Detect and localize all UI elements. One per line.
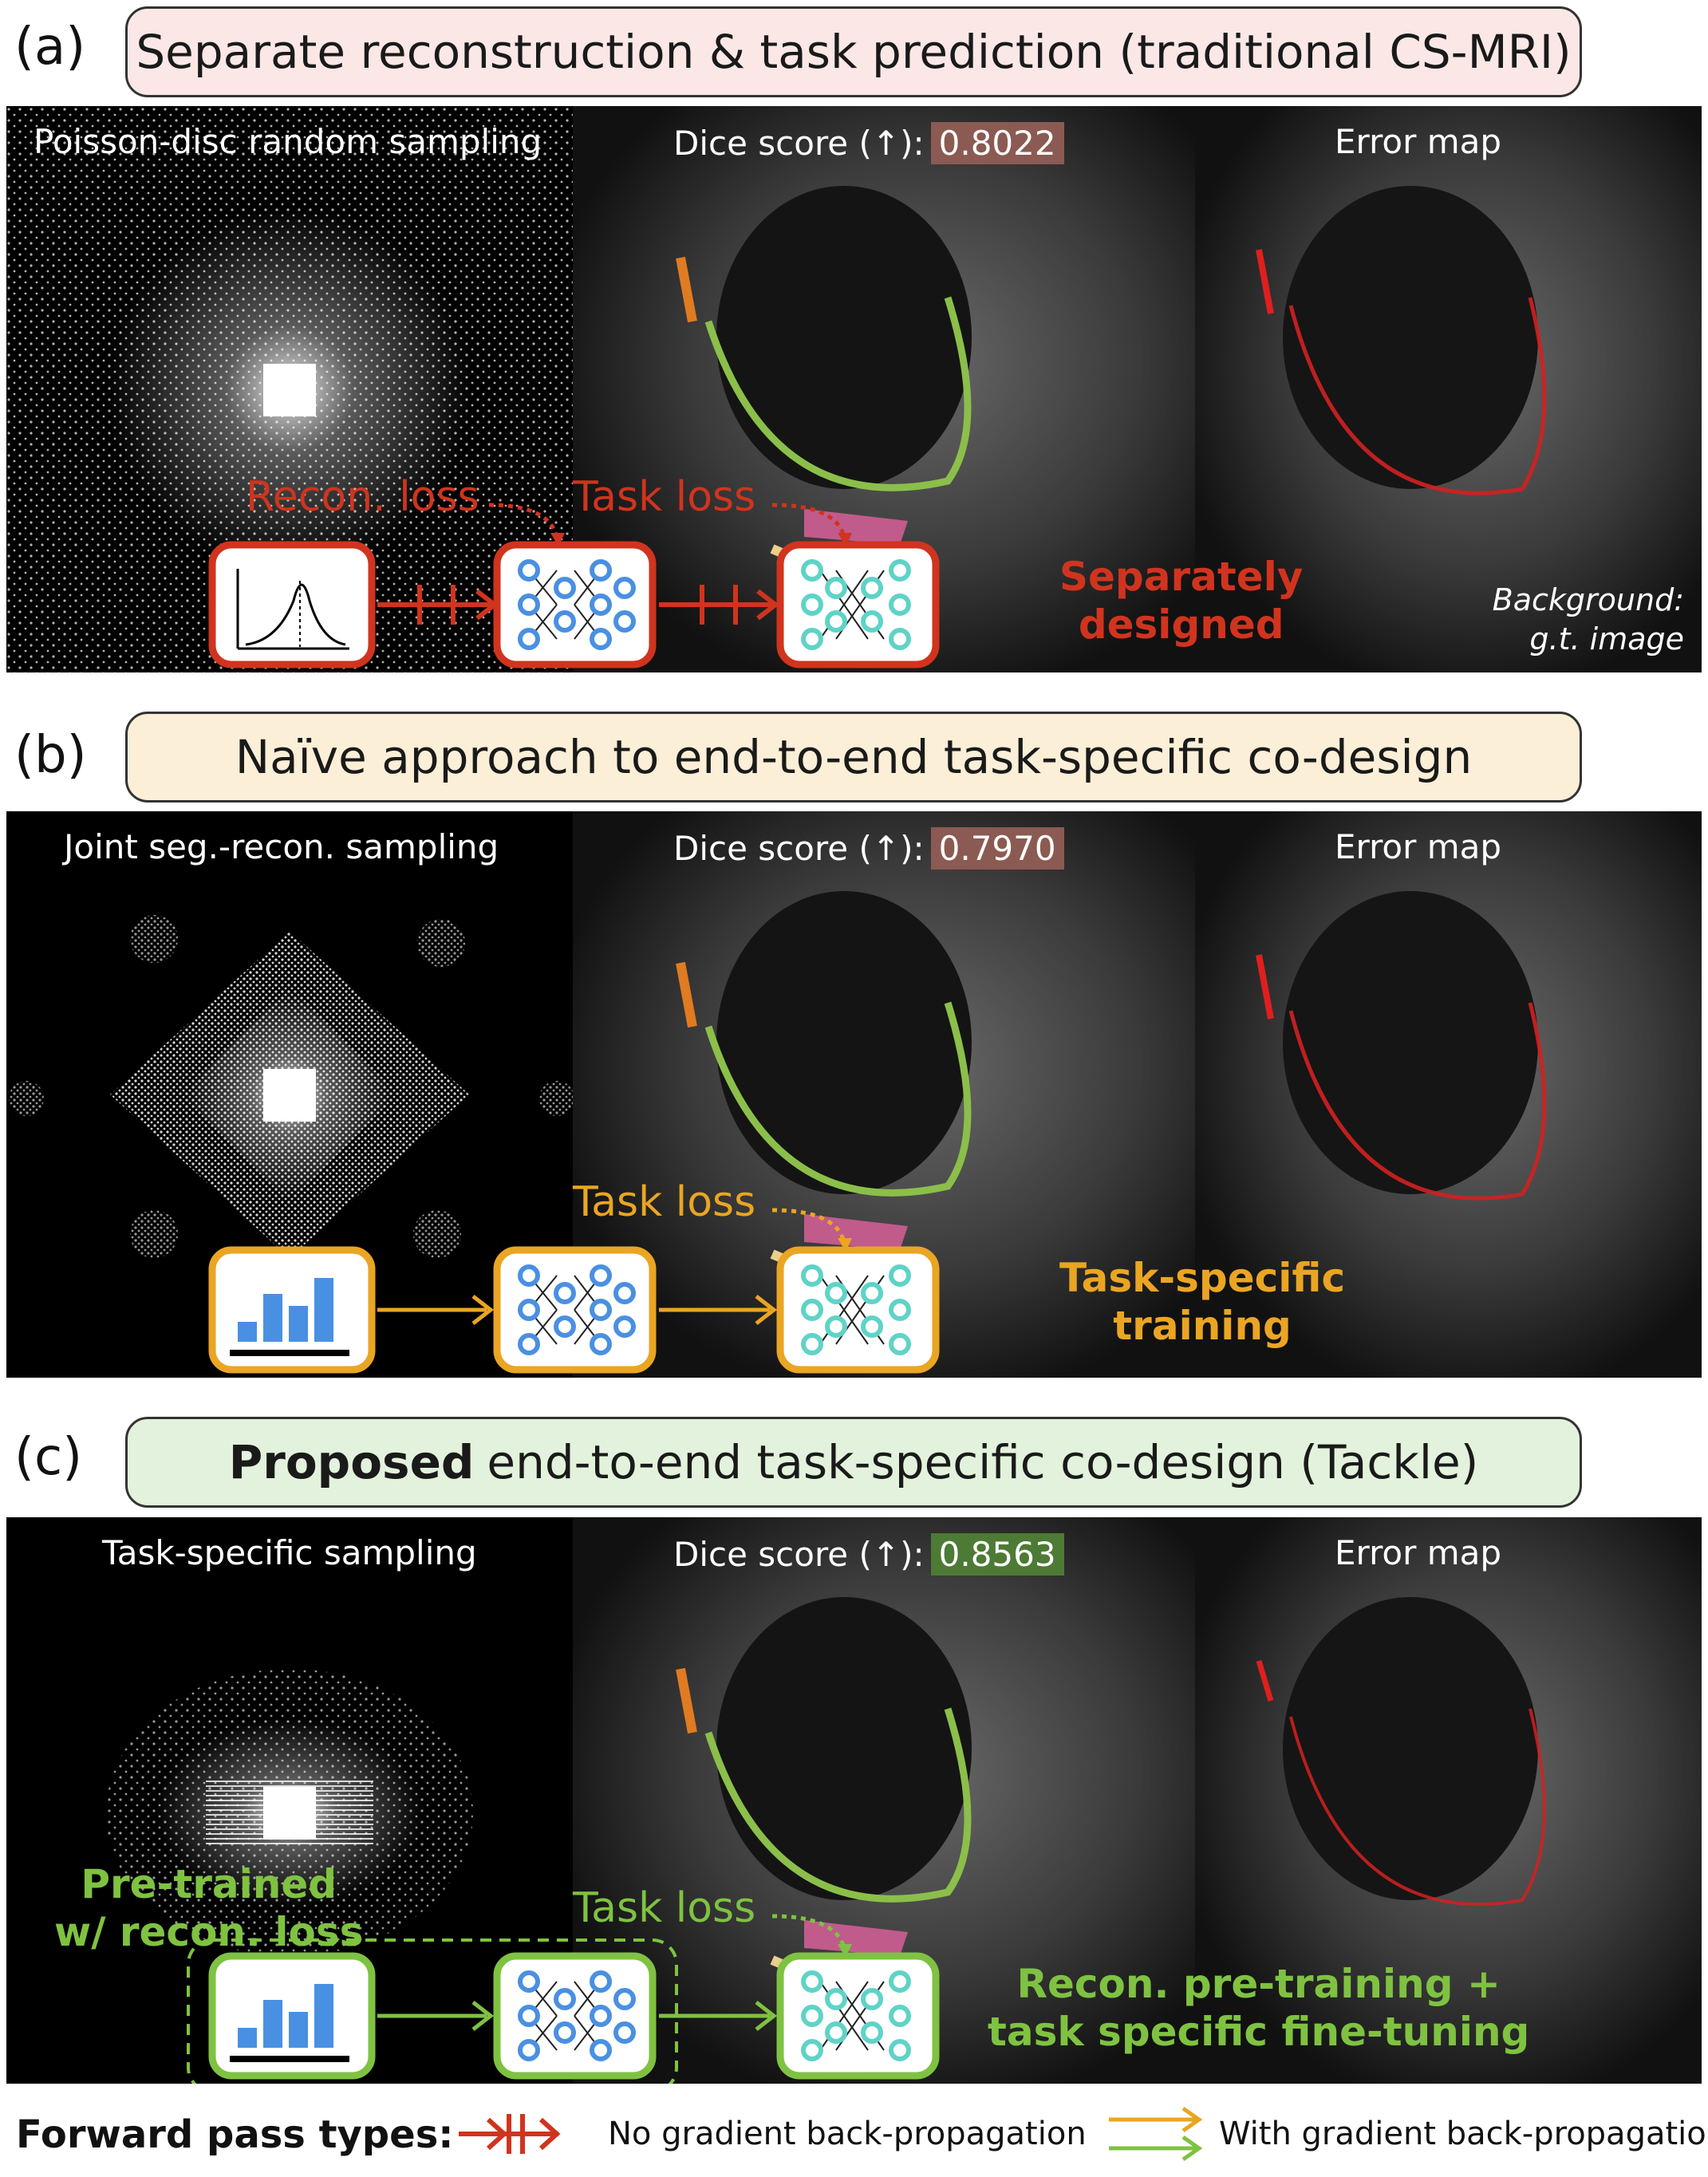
panel-a-note-line1: Separately — [1059, 554, 1304, 600]
panel-b-task-net-box — [776, 1246, 940, 1374]
panel-a-sampling-caption: Poisson-disc random sampling — [34, 122, 542, 161]
panel-c-recon-net-box — [493, 1952, 657, 2080]
panel-c-dice: Dice score (↑): 0.8563 — [673, 1533, 1064, 1576]
panel-a-task-loss: Task loss — [573, 473, 756, 521]
panel-b-letter: (b) — [14, 726, 87, 785]
panel-c-sampling-caption: Task-specific sampling — [102, 1533, 477, 1572]
panel-c-title-text: end-to-end task-specific co-design (Tack… — [487, 1435, 1479, 1489]
panel-c-note-line1: Recon. pre-training + — [1016, 1961, 1501, 2007]
panel-a-task-net-box — [776, 541, 940, 668]
panel-b-sampling-caption: Joint seg.-recon. sampling — [64, 827, 499, 866]
panel-c-pipeline — [187, 1914, 940, 2084]
panel-a-title: Separate reconstruction & task predictio… — [125, 6, 1582, 97]
panel-a-error-caption: Error map — [1335, 122, 1502, 161]
panel-c-pretrain-note: Pre-trained w/ recon. loss — [54, 1860, 363, 1956]
panel-c-note: Recon. pre-training + task specific fine… — [988, 1960, 1529, 2056]
legend-with-grad-text: With gradient back-propagation — [1219, 2116, 1708, 2152]
panel-c-title-bold: Proposed — [228, 1435, 475, 1489]
panel-b-error-caption: Error map — [1335, 827, 1502, 866]
panel-a-background-note: Background: g.t. image — [1493, 581, 1684, 660]
panel-b-note: Task-specific training — [1059, 1254, 1345, 1350]
legend-no-grad-arrow — [459, 2114, 561, 2154]
panel-a-bg-note-line2: g.t. image — [1529, 621, 1684, 657]
panel-a-dice-label: Dice score (↑): — [673, 124, 925, 163]
panel-c-pretrain-line1: Pre-trained — [81, 1861, 337, 1907]
panel-a-title-text: Separate reconstruction & task predictio… — [136, 25, 1572, 79]
panel-a-pipeline — [208, 503, 940, 668]
panel-c-dice-value: 0.8563 — [930, 1533, 1064, 1576]
panel-b-title: Naïve approach to end-to-end task-specif… — [125, 712, 1582, 803]
panel-a-dice-value: 0.8022 — [930, 122, 1064, 164]
legend: Forward pass types: No gradient back-pro… — [0, 2098, 1708, 2170]
panel-c-title: Proposed end-to-end task-specific co-desi… — [125, 1417, 1582, 1508]
panel-a-image: Poisson-disc random sampling Dice score … — [6, 106, 1702, 672]
legend-with-grad-arrow — [1109, 2106, 1203, 2162]
panel-b-sampler-box — [208, 1246, 376, 1374]
panel-b-title-text: Naïve approach to end-to-end task-specif… — [235, 730, 1473, 784]
panel-b-pipeline — [208, 1208, 940, 1374]
panel-a-dice: Dice score (↑): 0.8022 — [673, 122, 1064, 164]
panel-c-background — [106, 1517, 1702, 2084]
panel-c-task-net-box — [776, 1952, 940, 2080]
panel-b-dice-value: 0.7970 — [930, 827, 1064, 870]
panel-a-note-line2: designed — [1078, 601, 1284, 648]
panel-b-note-line1: Task-specific — [1059, 1255, 1346, 1301]
legend-no-grad-text: No gradient back-propagation — [608, 2116, 1087, 2152]
panel-c-dice-label: Dice score (↑): — [673, 1535, 925, 1574]
panel-a-note: Separately designed — [1059, 553, 1303, 649]
panel-a-letter: (a) — [14, 18, 86, 77]
panel-c-image: Task-specific sampling Dice score (↑): 0.… — [6, 1517, 1702, 2084]
panel-a-background — [6, 106, 1702, 672]
panel-c-task-loss: Task loss — [573, 1884, 756, 1932]
panel-c-sampler-box — [208, 1952, 376, 2080]
panel-c-error-caption: Error map — [1335, 1533, 1502, 1572]
legend-title: Forward pass types: — [16, 2112, 454, 2157]
panel-a-recon-loss: Recon. loss — [246, 473, 479, 521]
panel-a-sampler-box — [208, 541, 376, 668]
panel-c-pretrain-line2: w/ recon. loss — [54, 1909, 364, 1955]
panel-b-dice-label: Dice score (↑): — [673, 829, 925, 868]
panel-b-note-line2: training — [1113, 1303, 1292, 1349]
panel-c-note-line2: task specific fine-tuning — [988, 2009, 1530, 2055]
panel-b-recon-net-box — [493, 1246, 657, 1374]
panel-b-dice: Dice score (↑): 0.7970 — [673, 827, 1064, 870]
panel-b-task-loss: Task loss — [573, 1178, 756, 1226]
panel-a-recon-net-box — [493, 541, 657, 668]
panel-c-letter: (c) — [14, 1428, 83, 1487]
panel-b-image: Joint seg.-recon. sampling Dice score (↑… — [6, 811, 1702, 1378]
panel-c-pretrained-group — [187, 1938, 678, 2084]
panel-a-bg-note-line1: Background: — [1492, 582, 1684, 617]
